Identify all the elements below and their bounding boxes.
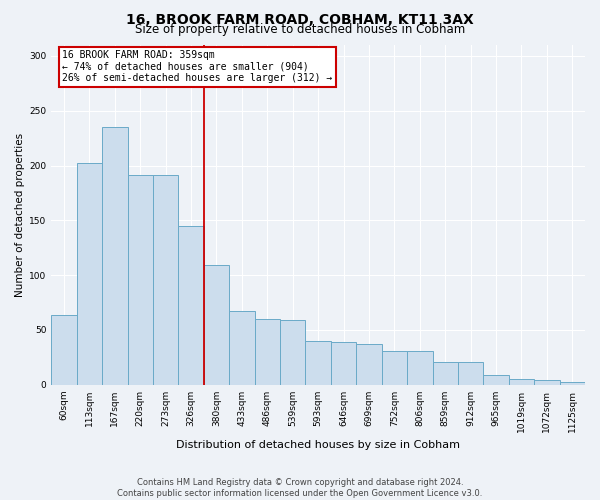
Bar (254, 319, 280, 384)
Text: Contains HM Land Registry data © Crown copyright and database right 2024.
Contai: Contains HM Land Registry data © Crown c… (118, 478, 482, 498)
Bar (331, 342, 356, 384)
Bar (458, 362, 484, 384)
Bar (484, 375, 509, 384)
Bar (560, 382, 585, 384)
Text: Size of property relative to detached houses in Cobham: Size of property relative to detached ho… (135, 22, 465, 36)
Text: 16, BROOK FARM ROAD, COBHAM, KT11 3AX: 16, BROOK FARM ROAD, COBHAM, KT11 3AX (126, 12, 474, 26)
Bar (51, 314, 77, 384)
Bar (229, 312, 254, 384)
Bar (128, 176, 153, 384)
Bar (356, 344, 382, 385)
Bar (204, 265, 229, 384)
Bar (77, 164, 102, 384)
X-axis label: Distribution of detached houses by size in Cobham: Distribution of detached houses by size … (176, 440, 460, 450)
Bar (509, 379, 534, 384)
Bar (433, 362, 458, 384)
Bar (305, 341, 331, 384)
Text: 16 BROOK FARM ROAD: 359sqm
← 74% of detached houses are smaller (904)
26% of sem: 16 BROOK FARM ROAD: 359sqm ← 74% of deta… (62, 50, 332, 84)
Bar (153, 176, 178, 384)
Bar (407, 350, 433, 384)
Bar (280, 320, 305, 384)
Y-axis label: Number of detached properties: Number of detached properties (15, 133, 25, 297)
Bar (534, 380, 560, 384)
Bar (178, 226, 204, 384)
Bar (102, 127, 128, 384)
Bar (382, 350, 407, 384)
